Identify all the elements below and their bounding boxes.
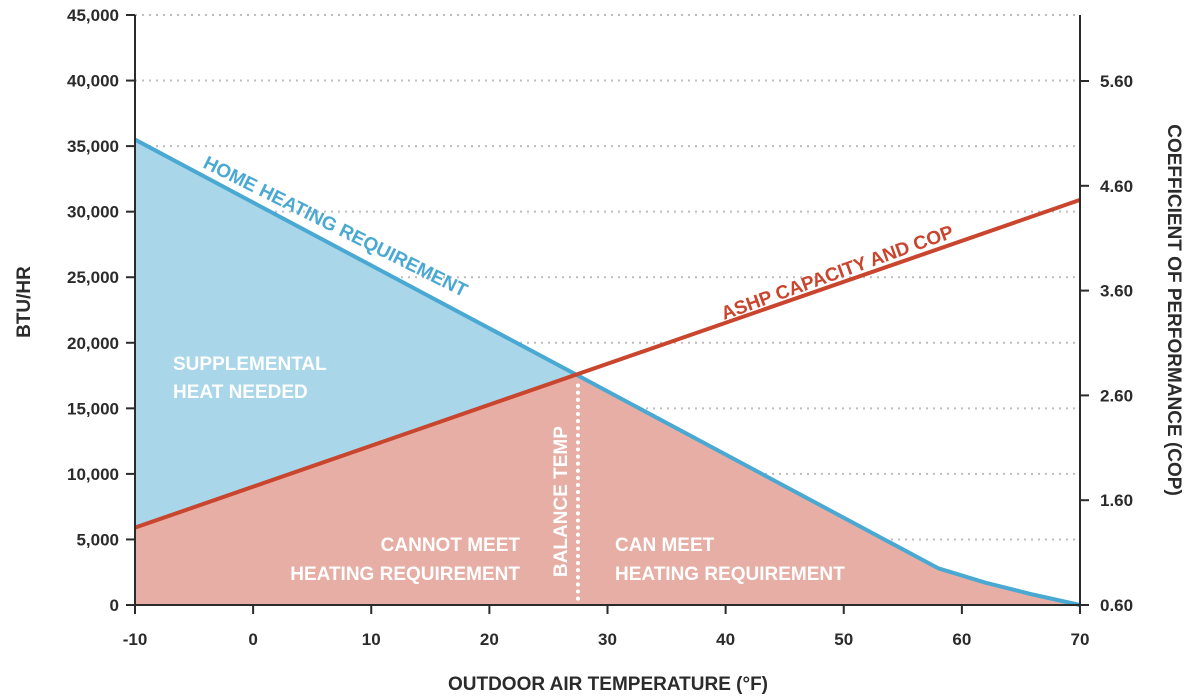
x-tick-label-5: 40	[716, 630, 735, 649]
annotation-can-meet-1: CAN MEET	[615, 535, 715, 556]
annotation-supplemental-2: HEAT NEEDED	[173, 382, 308, 403]
x-axis-title: OUTDOOR AIR TEMPERATURE (°F)	[448, 674, 768, 695]
axes	[126, 14, 1089, 614]
tick-labels: 0 5,000 10,000 15,000 20,000 25,000 30,000 35,0…	[67, 6, 1133, 649]
series-line-home-heating	[134, 137, 1081, 607]
annotation-cannot-meet-1: CANNOT MEET	[381, 535, 521, 556]
y-tick-label-2: 10,000	[67, 465, 119, 484]
y-tick-label-5: 25,000	[67, 268, 119, 287]
series-line-ashp	[134, 197, 1081, 530]
x-tick-label-1: 0	[248, 630, 257, 649]
x-tick-label-8: 70	[1071, 630, 1090, 649]
series-label-ashp: ASHP CAPACITY AND COP	[719, 222, 957, 325]
annotation-supplemental-1: SUPPLEMENTAL	[173, 354, 327, 375]
x-tick-label-0: -10	[123, 630, 148, 649]
balance-temp-label: BALANCE TEMP	[551, 426, 572, 577]
y-tick-label-8: 40,000	[67, 72, 119, 91]
annotation-can-meet-2: HEATING REQUIREMENT	[615, 564, 845, 585]
y-tick-label-9: 45,000	[67, 6, 119, 25]
annotation-cannot-meet-2: HEATING REQUIREMENT	[290, 564, 520, 585]
x-tick-label-6: 50	[834, 630, 853, 649]
area-heat-pump-capacity	[135, 375, 1080, 605]
y2-tick-label-0: 0.60	[1100, 596, 1133, 615]
x-tick-label-7: 60	[952, 630, 971, 649]
y-tick-label-6: 30,000	[67, 203, 119, 222]
x-tick-label-2: 10	[362, 630, 381, 649]
area-fills	[135, 139, 1080, 605]
y2-tick-label-2: 2.60	[1100, 386, 1133, 405]
area-supplemental-heat	[135, 139, 578, 528]
y-axis-title: BTU/HR	[14, 266, 35, 338]
y-tick-label-1: 5,000	[76, 530, 119, 549]
y2-tick-label-1: 1.60	[1100, 491, 1133, 510]
series-lines	[134, 137, 1081, 607]
y2-tick-label-4: 4.60	[1100, 177, 1133, 196]
y2-tick-label-3: 3.60	[1100, 282, 1133, 301]
y2-tick-label-5: 5.60	[1100, 72, 1133, 91]
y-tick-label-7: 35,000	[67, 137, 119, 156]
y-tick-label-3: 15,000	[67, 399, 119, 418]
y-tick-label-4: 20,000	[67, 334, 119, 353]
x-tick-label-4: 30	[598, 630, 617, 649]
y-tick-label-0: 0	[110, 596, 119, 615]
y2-axis-title: COEFFICIENT OF PERFORMANCE (COP)	[1163, 124, 1184, 496]
x-tick-label-3: 20	[480, 630, 499, 649]
